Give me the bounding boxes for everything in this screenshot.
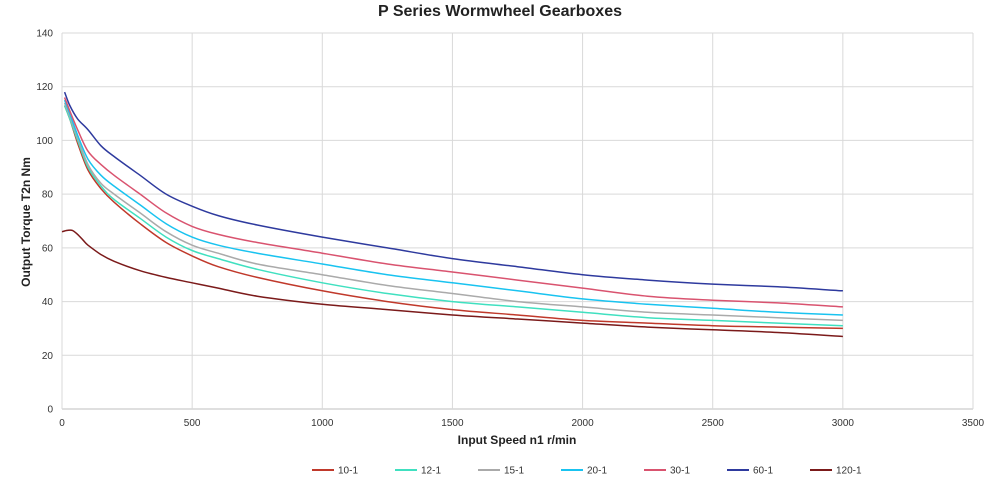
series-line-20-1 [63,99,843,316]
x-tick-label: 1000 [311,418,334,429]
x-tick-label: 1500 [441,418,464,429]
y-tick-label: 20 [42,351,54,362]
y-tick-label: 80 [42,190,54,201]
y-tick-label: 60 [42,243,54,254]
gridlines [61,32,974,410]
series-line-30-1 [63,97,843,308]
x-tick-label: 0 [59,418,65,429]
y-tick-label: 0 [47,405,53,416]
legend: 10-1 12-1 15-1 20-1 30-1 60-1 120-1 [312,466,862,477]
x-tick-label: 3500 [962,418,985,429]
series-line-120-1 [61,229,843,338]
series-line-15-1 [63,102,843,322]
x-tick-label: 2000 [571,418,594,429]
legend-label-60-1: 60-1 [753,466,773,477]
legend-label-120-1: 120-1 [836,466,862,477]
y-axis-ticks: 0 20 40 60 80 100 120 140 [36,29,53,416]
x-axis-ticks: 0 500 1000 1500 2000 2500 3000 3500 [59,418,984,429]
legend-label-15-1: 15-1 [504,466,524,477]
x-tick-label: 500 [184,418,201,429]
y-tick-label: 120 [36,82,53,93]
chart-title: P Series Wormwheel Gearboxes [378,3,622,20]
series-line-60-1 [63,91,843,292]
x-tick-label: 3000 [832,418,855,429]
x-tick-label: 2500 [702,418,725,429]
legend-label-30-1: 30-1 [670,466,690,477]
y-axis-title: Output Torque T2n Nm [19,157,33,287]
y-tick-label: 40 [42,297,54,308]
legend-label-10-1: 10-1 [338,466,358,477]
legend-label-12-1: 12-1 [421,466,441,477]
series-line-12-1 [63,105,843,327]
series-lines [61,91,843,338]
series-line-10-1 [63,105,843,330]
y-tick-label: 100 [36,136,53,147]
y-tick-label: 140 [36,29,53,40]
x-axis-title: Input Speed n1 r/min [458,433,577,447]
legend-label-20-1: 20-1 [587,466,607,477]
